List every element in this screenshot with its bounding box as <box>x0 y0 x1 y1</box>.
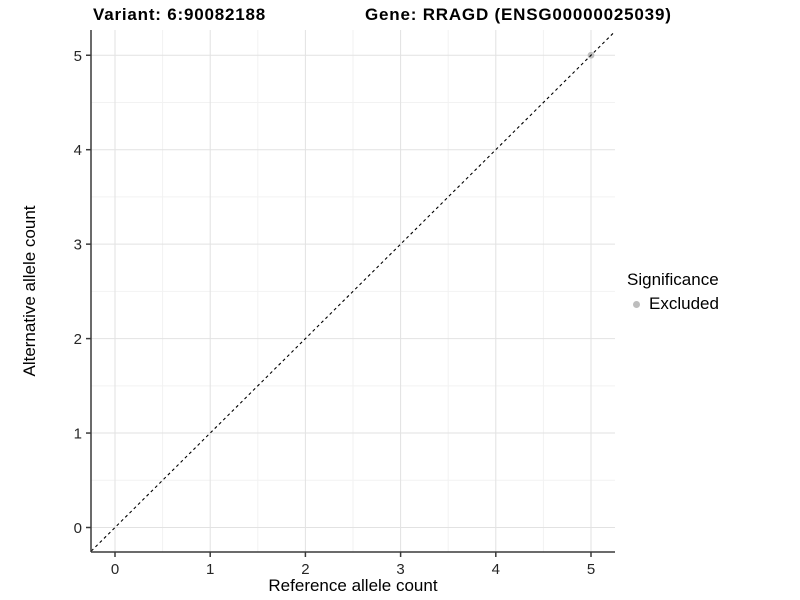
plot-title-gene: Gene: RRAGD (ENSG00000025039) <box>365 5 672 24</box>
x-tick-label: 4 <box>492 561 500 578</box>
x-axis-title: Reference allele count <box>268 576 438 595</box>
legend-entries: Excluded <box>627 293 719 315</box>
legend-title: Significance <box>627 270 719 289</box>
y-tick-label: 3 <box>74 237 82 254</box>
y-tick-label: 5 <box>74 48 82 65</box>
x-tick-label: 5 <box>587 561 595 578</box>
legend-point-icon <box>633 300 640 308</box>
plot-title-variant: Variant: 6:90082188 <box>93 5 267 24</box>
legend: Significance Excluded <box>627 270 719 315</box>
x-tick-label: 3 <box>396 561 404 578</box>
x-tick-label: 2 <box>301 561 309 578</box>
y-tick-label: 4 <box>74 142 82 159</box>
y-axis-title: Alternative allele count <box>20 205 39 377</box>
y-tick-label: 2 <box>74 331 82 348</box>
x-tick-label: 0 <box>111 561 119 578</box>
identity-line <box>90 31 616 552</box>
legend-entry-excluded: Excluded <box>627 293 719 315</box>
x-tick-label: 1 <box>206 561 214 578</box>
y-tick-label: 0 <box>74 520 82 537</box>
y-tick-label: 1 <box>74 426 82 443</box>
legend-label: Excluded <box>649 294 719 313</box>
